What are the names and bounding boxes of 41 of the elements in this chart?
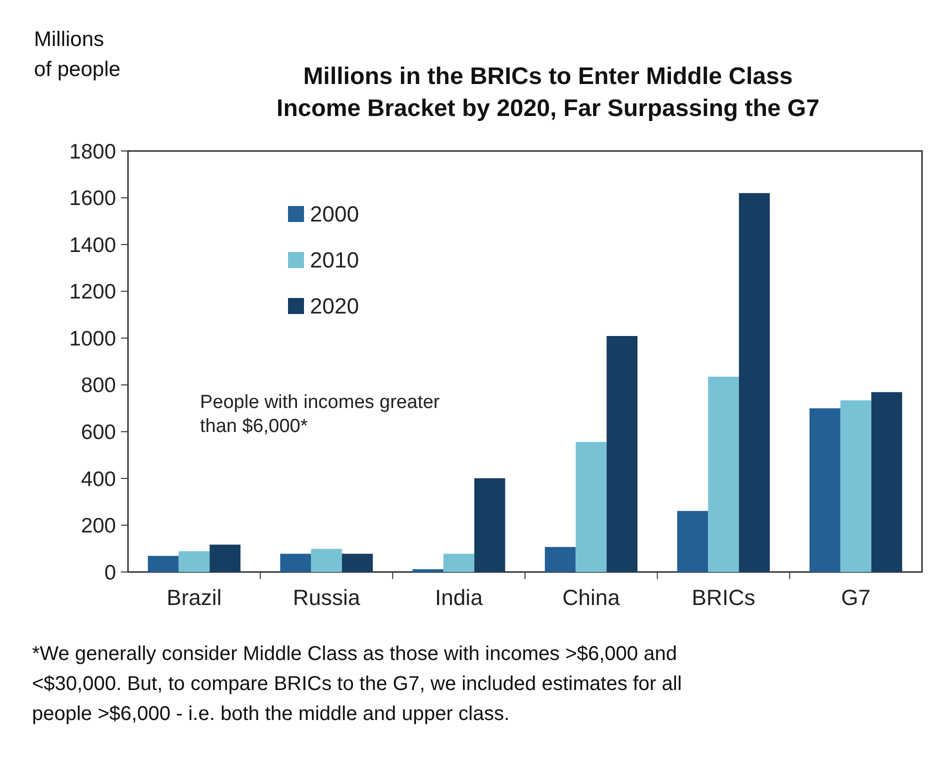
- y-tick-label: 0: [104, 561, 116, 584]
- bar: [677, 510, 708, 572]
- bar: [474, 478, 506, 572]
- bar: [810, 408, 840, 572]
- y-tick-label: 600: [80, 421, 116, 444]
- bar: [412, 569, 444, 572]
- y-tick-label: 200: [80, 514, 116, 538]
- bar: [606, 336, 638, 572]
- annotation: People with incomes greater than $6,000*: [200, 392, 440, 437]
- bar: [443, 554, 474, 572]
- legend-label: 2020: [310, 294, 359, 319]
- legend-label: 2010: [310, 248, 359, 273]
- y-axis-title: Millions of people: [34, 28, 120, 81]
- y-tick-label: 1600: [69, 187, 116, 210]
- y-tick-label: 1000: [69, 327, 116, 350]
- y-tick-label: 1400: [69, 234, 116, 257]
- x-tick-label: G7: [841, 585, 871, 610]
- x-tick-label: BRICs: [692, 585, 756, 610]
- y-tick-label: 1800: [69, 140, 116, 164]
- y-tick-label: 400: [80, 468, 116, 491]
- bar: [280, 554, 312, 572]
- y-tick-label: 800: [80, 374, 116, 398]
- bar: [342, 554, 373, 572]
- chart-title: Millions in the BRICs to Enter Middle Class Income Bracket by 2020, Far Surpassing the G7: [276, 63, 820, 122]
- x-tick-label: India: [434, 585, 484, 610]
- text: *We generally consider Middle Class as those with incomes >$6,000 and <$30,000. But, to compare BRICs to the G7, we included estimates for all people >$6,000 - i.e. both the middle and upper class.: [32, 643, 682, 725]
- bar: [871, 392, 902, 572]
- bar: [840, 400, 872, 572]
- bar: [544, 546, 576, 572]
- y-tick-label: 1200: [69, 280, 116, 304]
- x-tick-label: China: [562, 585, 621, 610]
- bar: [738, 193, 770, 572]
- bar: [210, 544, 240, 572]
- bar: [178, 551, 210, 572]
- x-tick-label: Brazil: [166, 585, 222, 610]
- x-tick-label: Russia: [292, 585, 361, 610]
- bar: [708, 376, 739, 572]
- bar: [311, 548, 342, 572]
- bar: [576, 442, 607, 572]
- bar: [148, 556, 179, 572]
- legend-label: 2000: [310, 202, 359, 227]
